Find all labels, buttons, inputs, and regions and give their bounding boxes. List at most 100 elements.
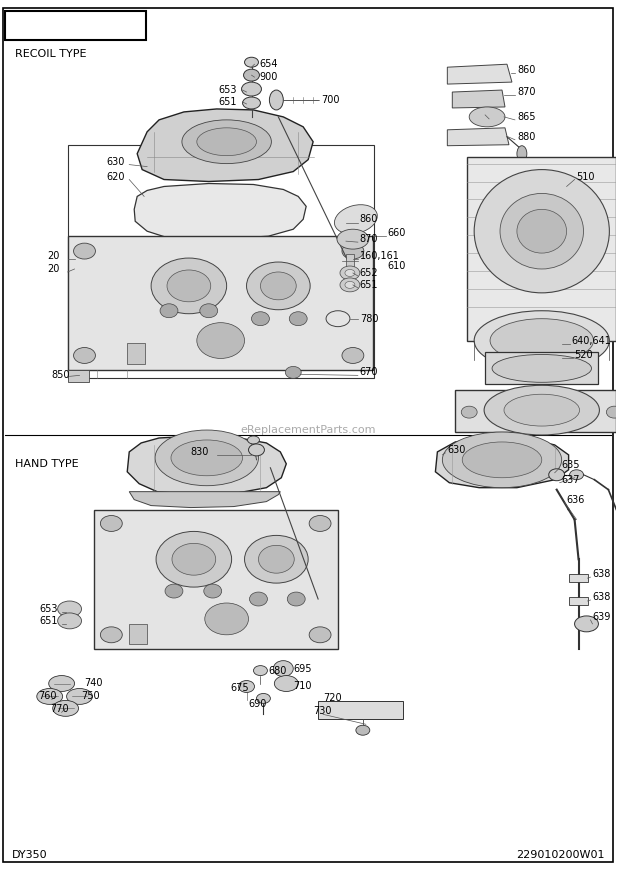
Polygon shape (137, 109, 313, 182)
Text: 780: 780 (360, 314, 378, 323)
Text: 720: 720 (323, 693, 342, 703)
Ellipse shape (171, 440, 242, 475)
Text: 635: 635 (562, 460, 580, 470)
Ellipse shape (273, 660, 293, 677)
Ellipse shape (204, 584, 222, 598)
Text: 637: 637 (562, 474, 580, 485)
Text: 850: 850 (51, 370, 70, 381)
Ellipse shape (172, 543, 216, 575)
Ellipse shape (197, 322, 244, 358)
Ellipse shape (66, 688, 92, 705)
Text: DY350: DY350 (12, 851, 48, 860)
Text: 695: 695 (293, 664, 312, 673)
Ellipse shape (252, 445, 262, 451)
Bar (129, 624, 147, 644)
Ellipse shape (500, 194, 583, 269)
Text: eReplacementParts.com: eReplacementParts.com (241, 425, 376, 435)
Ellipse shape (337, 229, 369, 249)
Bar (127, 342, 145, 364)
Ellipse shape (260, 272, 296, 300)
Ellipse shape (345, 269, 355, 276)
Ellipse shape (244, 535, 308, 583)
Ellipse shape (249, 592, 267, 606)
Polygon shape (455, 390, 616, 432)
Ellipse shape (342, 348, 364, 363)
Ellipse shape (100, 515, 122, 532)
Ellipse shape (74, 243, 95, 259)
Ellipse shape (285, 367, 301, 378)
Ellipse shape (442, 432, 562, 488)
Bar (569, 574, 588, 582)
Ellipse shape (342, 243, 364, 259)
Text: 730: 730 (313, 706, 332, 716)
Polygon shape (435, 437, 569, 488)
Ellipse shape (37, 688, 63, 705)
Text: 20: 20 (48, 251, 60, 261)
Text: 750: 750 (81, 692, 100, 701)
Ellipse shape (504, 395, 580, 426)
Ellipse shape (474, 311, 609, 370)
Text: 770: 770 (50, 705, 68, 714)
Text: 760: 760 (38, 692, 56, 701)
Bar (346, 254, 354, 268)
Text: 636: 636 (567, 494, 585, 505)
Ellipse shape (575, 616, 598, 632)
Text: 651: 651 (219, 97, 237, 107)
Ellipse shape (200, 304, 218, 318)
Polygon shape (448, 128, 509, 146)
Ellipse shape (58, 601, 81, 617)
Ellipse shape (156, 532, 232, 587)
Ellipse shape (474, 169, 609, 293)
Text: 865: 865 (517, 112, 536, 122)
Ellipse shape (100, 627, 122, 643)
Ellipse shape (257, 693, 270, 703)
Text: 870: 870 (360, 234, 378, 244)
Ellipse shape (242, 82, 262, 96)
Text: 860: 860 (517, 65, 535, 76)
Ellipse shape (247, 436, 259, 444)
Ellipse shape (244, 57, 259, 67)
Polygon shape (127, 436, 286, 494)
Text: 900: 900 (259, 72, 278, 83)
Text: 638: 638 (593, 592, 611, 602)
Bar (467, 156, 616, 341)
Text: 740: 740 (84, 678, 103, 687)
Bar (485, 353, 598, 384)
Ellipse shape (182, 120, 272, 163)
Text: 229010200W01: 229010200W01 (516, 851, 604, 860)
Ellipse shape (461, 406, 477, 418)
Ellipse shape (345, 282, 355, 289)
Ellipse shape (197, 128, 257, 156)
Ellipse shape (340, 278, 360, 292)
Ellipse shape (469, 107, 505, 127)
Ellipse shape (205, 603, 249, 635)
Ellipse shape (309, 627, 331, 643)
Text: 700: 700 (321, 95, 340, 105)
Text: 630: 630 (107, 156, 125, 167)
Text: 610: 610 (388, 261, 406, 271)
Text: 620: 620 (107, 171, 125, 182)
Ellipse shape (463, 442, 542, 478)
Bar (5, 10, 146, 40)
Ellipse shape (549, 468, 565, 481)
Ellipse shape (160, 304, 178, 318)
Ellipse shape (517, 209, 567, 253)
Polygon shape (94, 509, 338, 649)
Ellipse shape (254, 666, 267, 675)
Ellipse shape (247, 262, 310, 309)
Ellipse shape (484, 385, 600, 435)
Ellipse shape (53, 700, 79, 716)
Text: 660: 660 (388, 229, 406, 238)
Text: 710: 710 (293, 681, 312, 692)
Text: 651: 651 (40, 616, 58, 626)
Text: 870: 870 (517, 87, 536, 97)
Ellipse shape (244, 70, 259, 81)
Text: 20: 20 (48, 264, 60, 274)
Ellipse shape (74, 348, 95, 363)
Ellipse shape (356, 726, 370, 735)
Text: 510: 510 (577, 171, 595, 182)
Ellipse shape (606, 406, 620, 418)
Bar (569, 597, 588, 605)
Ellipse shape (270, 90, 283, 110)
Text: 652: 652 (360, 268, 378, 278)
